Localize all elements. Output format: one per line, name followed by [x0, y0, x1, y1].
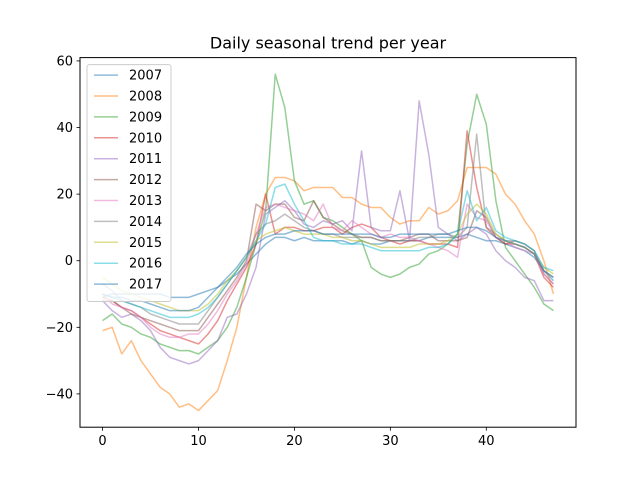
plot-lines — [102, 73, 555, 412]
legend-label-2014: 2014 — [129, 215, 162, 230]
x-axis: 0 10 20 30 40 — [98, 427, 495, 449]
x-tick-label: 10 — [190, 434, 207, 449]
plot-frame — [79, 57, 577, 428]
y-tick-label: 60 — [56, 54, 73, 69]
x-tick-label: 20 — [286, 434, 303, 449]
y-tick-label: 0 — [65, 254, 73, 269]
x-tick-label: 40 — [478, 434, 495, 449]
legend-label-2010: 2010 — [129, 131, 162, 146]
series-line-2017 — [102, 226, 554, 312]
y-tick-label: −20 — [46, 321, 73, 336]
y-tick-label: 40 — [56, 121, 73, 136]
y-tick-label: −40 — [46, 387, 73, 402]
legend-label-2015: 2015 — [129, 236, 162, 251]
x-tick-label: 30 — [382, 434, 399, 449]
legend-label-2007: 2007 — [129, 69, 162, 84]
y-tick-label: 20 — [56, 188, 73, 203]
series-line-2009 — [102, 73, 554, 355]
legend-label-2012: 2012 — [129, 173, 162, 188]
chart-title: Daily seasonal trend per year — [210, 34, 447, 53]
y-axis: −40 −20 0 20 40 60 — [46, 54, 80, 402]
legend-label-2013: 2013 — [129, 194, 162, 209]
legend-label-2009: 2009 — [129, 110, 162, 125]
legend-label-2017: 2017 — [129, 278, 162, 293]
x-tick-label: 0 — [98, 434, 106, 449]
legend-label-2008: 2008 — [129, 90, 162, 105]
legend-label-2011: 2011 — [129, 152, 162, 167]
series-line-2016 — [102, 183, 554, 319]
series-line-2012 — [102, 200, 554, 332]
legend: 2007 2008 2009 2010 2011 2012 2013 2014 2015 2016… — [86, 64, 172, 302]
series-line-2008 — [102, 166, 555, 412]
legend-label-2016: 2016 — [129, 257, 162, 272]
